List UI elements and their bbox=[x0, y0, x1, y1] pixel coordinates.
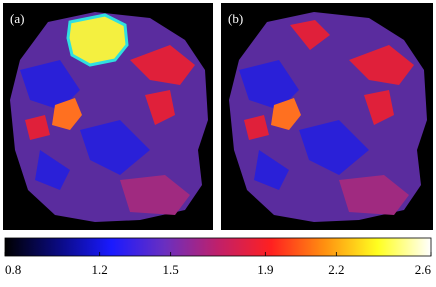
panel-a: (a) bbox=[3, 3, 213, 230]
blue-patch bbox=[239, 60, 369, 190]
tick-label: 0.8 bbox=[5, 262, 21, 277]
magenta-patch bbox=[120, 175, 190, 215]
tick-label: 2.6 bbox=[415, 262, 432, 277]
red-patch bbox=[244, 20, 414, 140]
tick-label: 1.9 bbox=[257, 262, 273, 277]
tick-label: 2.2 bbox=[328, 262, 344, 277]
orange-patch bbox=[52, 98, 82, 130]
magenta-patch bbox=[339, 175, 409, 215]
colorbar bbox=[4, 237, 432, 257]
panel-label: (a) bbox=[10, 11, 24, 26]
red-patch bbox=[25, 45, 195, 140]
yellow-patch bbox=[66, 13, 129, 67]
tick-label: 1.5 bbox=[163, 262, 179, 277]
panel-label: (b) bbox=[228, 11, 243, 26]
panel-b: (b) bbox=[221, 3, 433, 230]
tick-label: 1.2 bbox=[92, 262, 108, 277]
orange-patch bbox=[271, 98, 301, 130]
blue-patch bbox=[20, 60, 150, 190]
